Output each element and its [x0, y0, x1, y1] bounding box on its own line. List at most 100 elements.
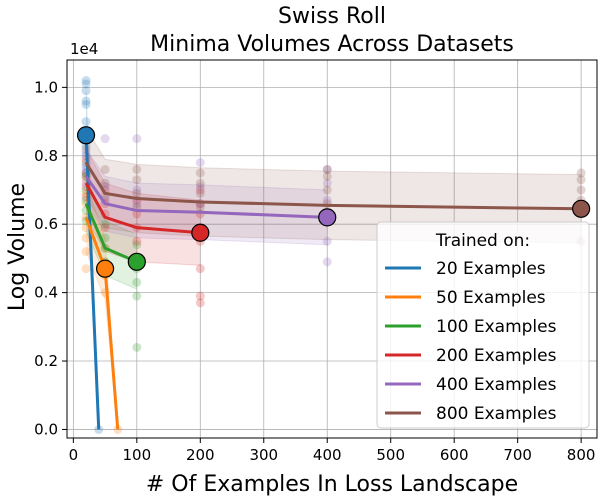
point-800-examples: [322, 185, 332, 195]
y-tick-label: 0.4: [34, 284, 58, 302]
point-100-examples: [132, 342, 142, 352]
point-800-examples: [322, 164, 332, 174]
point-50-examples: [81, 264, 91, 274]
point-800-examples: [100, 178, 110, 188]
x-tick-label: 400: [313, 446, 342, 464]
y-tick-label: 0.6: [34, 215, 58, 233]
point-400-examples: [132, 199, 142, 209]
mean-line-200-examples: [84, 182, 201, 235]
point-800-examples: [195, 168, 205, 178]
trace-400-examples: [104, 175, 137, 184]
point-200-examples: [100, 223, 110, 233]
point-800-examples: [195, 202, 205, 212]
point-400-examples: [195, 182, 205, 192]
point-200-examples: [195, 185, 205, 195]
trace-800-examples: [136, 163, 201, 169]
point-400-examples: [322, 178, 332, 188]
y-tick-label: 0.8: [34, 147, 58, 165]
trace-800-examples: [200, 167, 328, 172]
marker-20-examples: [76, 126, 96, 145]
point-800-examples: [100, 164, 110, 174]
band-100-examples: [86, 176, 137, 290]
x-tick-label: 0: [69, 446, 79, 464]
point-200-examples: [195, 291, 205, 301]
x-axis-label: # Of Examples In Loss Landscape: [146, 472, 518, 497]
mean-line-800-examples: [84, 161, 582, 211]
y-tick-label: 0.2: [34, 352, 58, 370]
trace-400-examples: [104, 230, 137, 239]
x-tick-label: 500: [376, 446, 405, 464]
band-200-examples: [86, 148, 201, 266]
plot-frame: [66, 59, 598, 439]
point-20-examples: [81, 96, 91, 106]
trace-400-examples: [85, 148, 106, 177]
point-800-examples: [576, 168, 586, 178]
trace-200-examples: [85, 148, 106, 184]
x-tick-label: 200: [186, 446, 215, 464]
legend-label-800-examples: 800 Examples: [436, 404, 557, 424]
point-400-examples: [100, 134, 110, 144]
point-20-examples: [81, 76, 91, 86]
point-400-examples: [132, 185, 142, 195]
marker-800-examples: [572, 199, 591, 218]
point-200-examples: [132, 236, 142, 246]
point-100-examples: [132, 291, 142, 301]
point-100-examples: [132, 240, 142, 250]
trace-800-examples: [105, 158, 137, 165]
point-50-examples: [81, 233, 91, 243]
legend-title: Trained on:: [435, 231, 530, 251]
point-800-examples: [195, 178, 205, 188]
point-20-examples: [81, 117, 91, 127]
trace-800-examples: [200, 235, 328, 241]
trace-800-examples: [105, 227, 137, 234]
trace-200-examples: [104, 182, 137, 194]
band-400-examples: [86, 148, 328, 245]
trace-400-examples: [200, 239, 328, 246]
trace-200-examples: [136, 192, 201, 201]
axis-ticks: 0 100 200 300 400 500 600 700 800 0.0 0.2 0.4 0.6 0.8…: [34, 78, 595, 464]
trace-100-examples: [104, 275, 138, 290]
x-tick-label: 100: [123, 446, 152, 464]
point-400-examples: [132, 134, 142, 144]
trace-400-examples: [136, 182, 201, 186]
marker-100-examples: [127, 252, 146, 271]
chart-title-line-2: Minima Volumes Across Datasets: [150, 32, 514, 57]
mean-line-400-examples: [84, 175, 328, 219]
point-800-examples: [132, 188, 142, 198]
trace-400-examples: [136, 237, 201, 241]
point-200-examples: [195, 298, 205, 308]
point-20-examples: [81, 79, 91, 89]
legend-label-200-examples: 200 Examples: [436, 346, 557, 366]
y-tick-label: 1.0: [34, 78, 58, 96]
marker-200-examples: [191, 223, 210, 242]
point-20-examples: [81, 86, 91, 96]
chart-title-line-1: Swiss Roll: [278, 4, 386, 29]
y-axis-label: Log Volume: [5, 183, 30, 311]
trace-200-examples: [136, 261, 201, 266]
legend-label-20-examples: 20 Examples: [436, 259, 546, 279]
band-50-examples: [86, 183, 118, 430]
x-tick-label: 800: [567, 446, 596, 464]
legend-label-50-examples: 50 Examples: [436, 288, 546, 308]
point-100-examples: [100, 219, 110, 229]
mean-line-100-examples: [84, 203, 138, 264]
point-20-examples: [81, 99, 91, 109]
point-800-examples: [576, 185, 586, 195]
trace-800-examples: [327, 170, 582, 176]
point-800-examples: [132, 164, 142, 174]
trace-50-examples: [85, 251, 106, 300]
marker-50-examples: [95, 259, 115, 278]
legend-box: [376, 221, 590, 429]
x-tick-label: 700: [503, 446, 532, 464]
trace-400-examples: [200, 184, 328, 191]
legend: Trained on: 20 Examples 50 Examples 100 Exa…: [376, 221, 590, 429]
point-400-examples: [322, 257, 332, 267]
y-tick-label: 0.0: [34, 420, 58, 438]
x-tick-label: 600: [440, 446, 469, 464]
point-400-examples: [322, 236, 332, 246]
y-scale-label: 1e4: [70, 40, 98, 58]
trace-800-examples: [136, 232, 201, 237]
x-tick-label: 300: [249, 446, 278, 464]
band-800-examples: [86, 128, 582, 244]
